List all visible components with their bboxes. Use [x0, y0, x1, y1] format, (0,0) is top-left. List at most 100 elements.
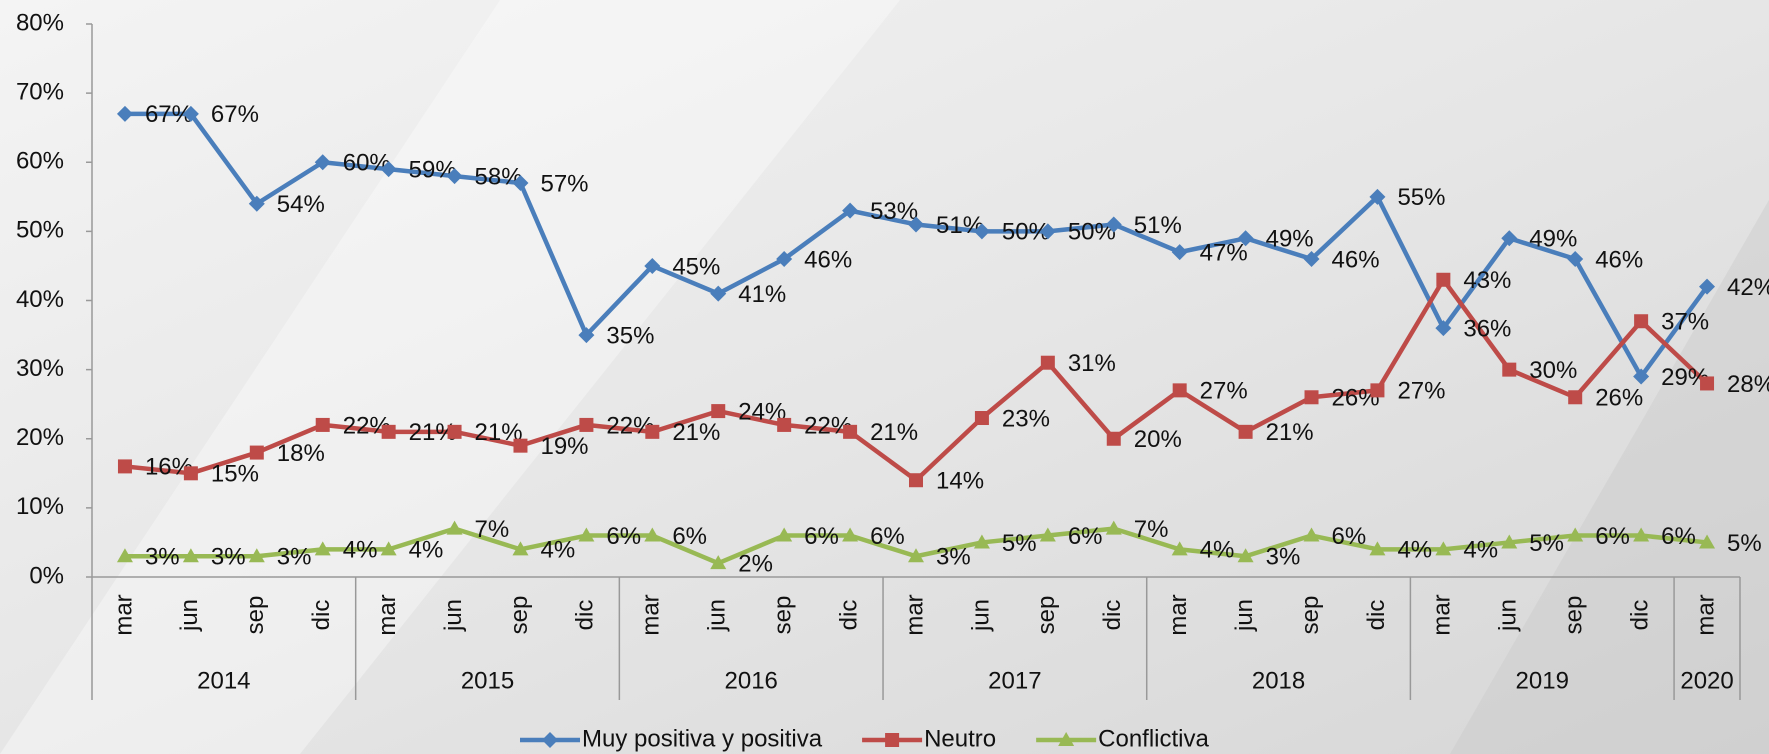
- marker: [182, 548, 199, 563]
- data-label: 3%: [277, 544, 312, 571]
- y-tick-label: 50%: [16, 217, 64, 244]
- data-label: 4%: [540, 537, 575, 564]
- background-shape: [0, 0, 900, 754]
- data-label: 14%: [936, 468, 984, 495]
- data-label: 6%: [1595, 523, 1630, 550]
- marker: [446, 520, 463, 535]
- marker: [1567, 251, 1584, 268]
- marker: [1058, 732, 1075, 746]
- marker: [1568, 390, 1583, 405]
- legend-label: Conflictiva: [1098, 725, 1209, 752]
- x-tick-label: sep: [770, 596, 797, 635]
- marker: [1303, 251, 1320, 268]
- marker: [446, 168, 463, 185]
- marker: [1105, 520, 1122, 535]
- marker: [776, 527, 793, 542]
- marker: [1237, 548, 1254, 563]
- data-label: 20%: [1134, 426, 1182, 453]
- marker: [908, 548, 924, 563]
- x-tick-label: jun: [967, 599, 994, 632]
- marker: [973, 223, 990, 240]
- marker: [885, 733, 900, 747]
- marker: [843, 424, 858, 439]
- data-label: 2%: [738, 551, 773, 578]
- data-label: 67%: [211, 101, 259, 128]
- marker: [512, 174, 529, 191]
- x-tick-label: dic: [572, 600, 599, 631]
- legend-label: Muy positiva y positiva: [582, 725, 823, 752]
- data-label: 6%: [804, 523, 839, 550]
- data-label: 43%: [1463, 267, 1511, 294]
- data-label: 49%: [1266, 226, 1314, 253]
- data-label: 4%: [409, 537, 444, 564]
- marker: [512, 541, 529, 556]
- x-tick-label: mar: [901, 594, 928, 635]
- x-tick-label: jun: [176, 599, 203, 632]
- data-label: 49%: [1529, 226, 1577, 253]
- marker: [579, 417, 594, 432]
- data-label: 21%: [870, 419, 918, 446]
- marker: [1501, 230, 1518, 247]
- data-label: 4%: [343, 537, 378, 564]
- data-label: 27%: [1200, 378, 1248, 405]
- marker: [1105, 216, 1122, 233]
- marker: [1369, 541, 1386, 556]
- marker: [447, 424, 462, 439]
- marker: [1171, 541, 1188, 556]
- marker: [182, 105, 199, 122]
- data-label: 53%: [870, 198, 918, 225]
- marker: [776, 251, 793, 268]
- data-label: 30%: [1529, 357, 1577, 384]
- data-label: 27%: [1397, 378, 1445, 405]
- data-label: 6%: [672, 523, 707, 550]
- marker: [116, 548, 133, 563]
- data-label: 47%: [1200, 239, 1248, 266]
- background-shape: [1450, 200, 1769, 754]
- marker: [1700, 376, 1715, 391]
- y-tick-label: 10%: [16, 493, 64, 520]
- marker: [777, 417, 792, 432]
- data-label: 59%: [409, 157, 457, 184]
- x-group-label: 2018: [1252, 667, 1305, 694]
- marker: [381, 424, 396, 439]
- data-label: 6%: [606, 523, 641, 550]
- data-label: 18%: [277, 440, 325, 467]
- marker: [710, 285, 727, 302]
- marker: [513, 438, 528, 453]
- x-tick-label: sep: [1561, 596, 1588, 635]
- data-label: 45%: [672, 253, 720, 280]
- x-group-label: 2020: [1680, 667, 1733, 694]
- y-tick-label: 20%: [16, 424, 64, 451]
- marker: [1106, 431, 1121, 446]
- marker: [1633, 527, 1650, 542]
- data-label: 35%: [606, 322, 654, 349]
- data-label: 26%: [1595, 385, 1643, 412]
- marker: [1436, 272, 1451, 287]
- data-label: 3%: [936, 544, 971, 571]
- data-label: 28%: [1727, 371, 1769, 398]
- x-tick-label: jun: [1231, 599, 1258, 632]
- marker: [973, 534, 990, 549]
- marker: [1370, 383, 1385, 398]
- marker: [1633, 368, 1650, 385]
- marker: [117, 459, 132, 474]
- marker: [314, 154, 331, 171]
- x-group-label: 2019: [1516, 667, 1569, 694]
- data-label: 4%: [1200, 537, 1235, 564]
- marker: [1040, 355, 1055, 370]
- x-tick-label: dic: [1626, 600, 1653, 631]
- marker: [1172, 383, 1187, 398]
- data-label: 46%: [1595, 246, 1643, 273]
- x-tick-label: mar: [638, 594, 665, 635]
- data-label: 19%: [540, 433, 588, 460]
- x-tick-label: sep: [1297, 596, 1324, 635]
- marker: [842, 202, 859, 219]
- data-label: 21%: [672, 419, 720, 446]
- marker: [644, 257, 661, 274]
- x-tick-label: mar: [1165, 594, 1192, 635]
- data-label: 5%: [1002, 530, 1037, 557]
- marker: [1699, 534, 1716, 549]
